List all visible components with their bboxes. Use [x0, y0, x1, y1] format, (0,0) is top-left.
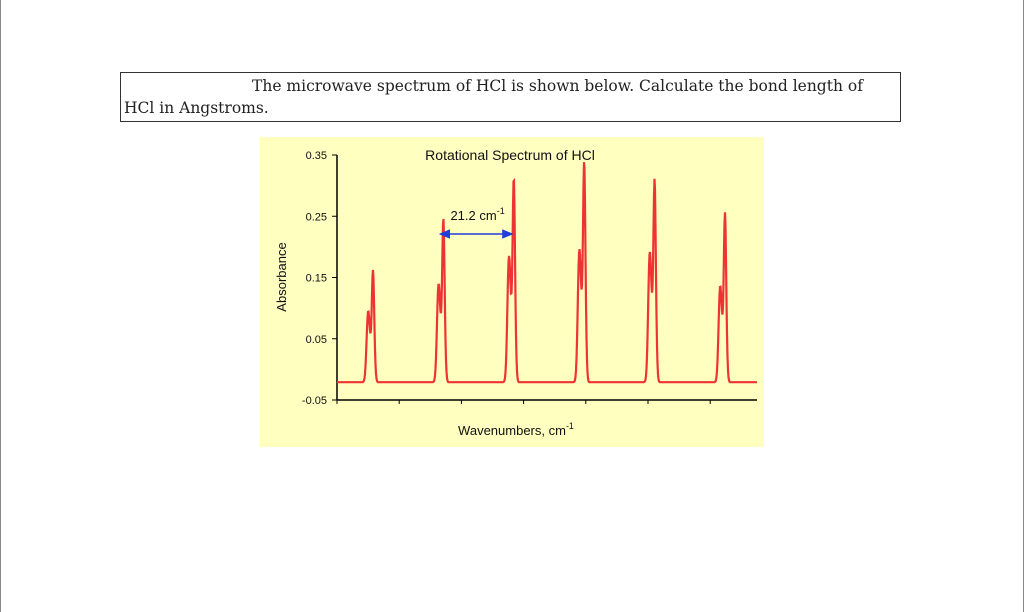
- question-box: The microwave spectrum of HCl is shown b…: [120, 72, 901, 122]
- x-axis-label-sup: -1: [566, 421, 574, 431]
- spacing-label-text: 21.2 cm: [450, 208, 496, 223]
- y-tick-label: 0.25: [306, 211, 327, 223]
- page-left-border: [0, 0, 1, 612]
- y-tick-label: 0.15: [306, 273, 327, 285]
- question-line-1: The microwave spectrum of HCl is shown b…: [252, 77, 863, 95]
- spacing-annotation: 21.2 cm-1: [438, 206, 514, 239]
- spacing-label: 21.2 cm-1: [450, 206, 504, 223]
- spectrum-line: [337, 162, 757, 384]
- question-line-2: HCl in Angstroms.: [124, 99, 269, 117]
- y-tick-label: 0.05: [306, 334, 327, 346]
- y-tick-label: 0.35: [306, 150, 327, 162]
- rotational-spectrum-chart: Rotational Spectrum of HCl Absorbance Wa…: [260, 137, 764, 447]
- x-axis-label: Wavenumbers, cm-1: [458, 421, 574, 438]
- chart-title: Rotational Spectrum of HCl: [425, 147, 595, 163]
- x-axis-label-text: Wavenumbers, cm: [458, 423, 566, 438]
- y-axis: 0.35 0.25 0.15 0.05 -0.05: [302, 150, 338, 407]
- spacing-label-sup: -1: [497, 206, 505, 216]
- x-axis: [336, 399, 757, 404]
- y-tick-label: -0.05: [302, 395, 327, 407]
- y-axis-label: Absorbance: [274, 242, 289, 311]
